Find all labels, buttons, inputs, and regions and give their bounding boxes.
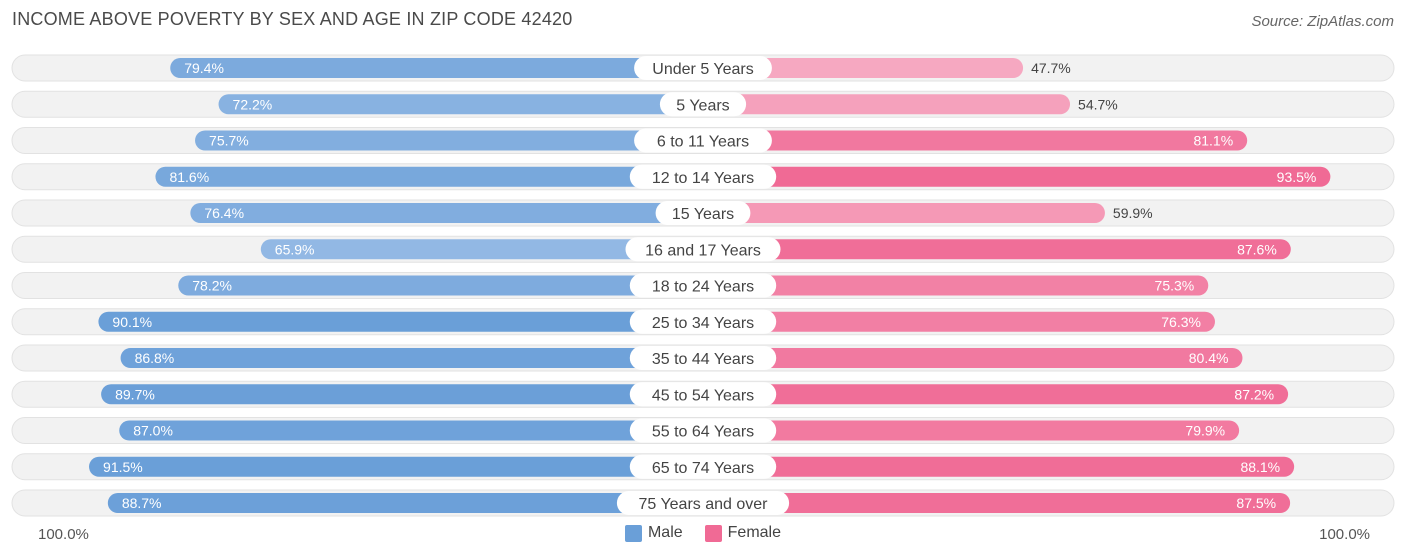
legend-item-male: Male	[624, 524, 683, 542]
category-label: 16 and 17 Years	[645, 242, 761, 259]
legend-swatch-female	[704, 524, 722, 542]
legend-item-female: Female	[704, 524, 782, 542]
category-label: 75 Years and over	[639, 496, 769, 513]
data-label-female: 76.3%	[1161, 314, 1201, 330]
data-label-female: 93.5%	[1277, 169, 1317, 185]
category-pill	[629, 346, 777, 370]
category-pill	[625, 237, 781, 262]
data-label-male: 65.9%	[275, 241, 315, 257]
data-label-female: 54.7%	[1078, 96, 1118, 112]
chart-title: INCOME ABOVE POVERTY BY SEX AND AGE IN Z…	[12, 9, 573, 29]
bar-female	[703, 348, 1243, 368]
category-label: 55 to 64 Years	[652, 424, 754, 441]
bar-female	[703, 203, 1105, 223]
data-label-female: 81.1%	[1193, 133, 1233, 149]
legend-label-female: Female	[727, 524, 782, 541]
bar-male	[190, 203, 703, 223]
category-label: 45 to 54 Years	[652, 387, 754, 404]
bar-female	[703, 384, 1289, 405]
category-pill	[659, 92, 747, 117]
bar-male	[98, 311, 703, 332]
axis-left-label: 100.0%	[38, 526, 89, 543]
legend-label-male: Male	[647, 524, 683, 541]
data-label-female: 80.4%	[1189, 350, 1229, 366]
bar-female	[703, 456, 1295, 477]
data-label-male: 86.8%	[135, 350, 175, 366]
bar-male	[89, 456, 703, 477]
category-label: 6 to 11 Years	[657, 134, 749, 151]
category-label: 15 Years	[672, 206, 734, 223]
bar-female	[703, 166, 1331, 187]
data-label-male: 88.7%	[122, 495, 162, 511]
category-pill	[629, 273, 777, 298]
category-label: Under 5 Years	[652, 61, 753, 78]
bar-female	[703, 420, 1240, 441]
bar-male	[101, 384, 704, 405]
bar-female	[703, 493, 1291, 513]
data-label-male: 78.2%	[192, 278, 232, 294]
bar-male	[155, 166, 704, 187]
category-pill	[634, 56, 772, 80]
category-pill	[629, 309, 777, 334]
category-label: 5 Years	[676, 97, 729, 114]
data-label-male: 76.4%	[204, 205, 244, 221]
bar-male	[195, 130, 704, 151]
data-label-female: 87.6%	[1237, 241, 1277, 257]
bar-female	[703, 275, 1209, 296]
axis-right-label: 100.0%	[1319, 526, 1370, 543]
bar-female	[703, 311, 1215, 332]
data-label-male: 91.5%	[103, 459, 143, 475]
data-label-male: 87.0%	[133, 423, 173, 439]
bar-male	[107, 493, 703, 513]
legend-swatch-male	[624, 524, 642, 542]
data-label-female: 87.2%	[1234, 386, 1274, 402]
category-label: 18 to 24 Years	[652, 279, 754, 296]
data-label-female: 59.9%	[1113, 205, 1153, 221]
category-pill	[629, 418, 777, 443]
source-label: Source: ZipAtlas.com	[1251, 13, 1394, 30]
bar-female	[703, 94, 1071, 115]
category-label: 25 to 34 Years	[652, 315, 754, 332]
category-pill	[634, 128, 772, 153]
data-label-male: 81.6%	[169, 169, 209, 185]
category-pill	[629, 454, 777, 479]
data-label-male: 72.2%	[233, 96, 273, 112]
data-label-female: 75.3%	[1155, 278, 1195, 294]
bar-male	[178, 275, 703, 296]
data-label-male: 90.1%	[112, 314, 152, 330]
legend: Male Female	[0, 524, 1406, 542]
data-label-female: 79.9%	[1185, 423, 1225, 439]
category-label: 35 to 44 Years	[652, 351, 754, 368]
category-pill	[655, 201, 751, 225]
bar-female	[703, 130, 1248, 151]
data-label-female: 88.1%	[1240, 459, 1280, 475]
category-pill	[629, 164, 777, 189]
bar-male	[119, 420, 704, 441]
data-label-male: 79.4%	[184, 60, 224, 76]
bar-male	[170, 58, 703, 78]
bar-female	[703, 239, 1291, 260]
category-pill	[616, 491, 790, 515]
bar-male	[218, 94, 703, 115]
data-label-female: 47.7%	[1031, 60, 1071, 76]
category-pill	[629, 382, 777, 407]
bar-female	[703, 58, 1024, 78]
data-label-male: 75.7%	[209, 133, 249, 149]
bar-male	[260, 239, 703, 260]
data-label-male: 89.7%	[115, 386, 155, 402]
category-label: 65 to 74 Years	[652, 460, 754, 477]
bar-male	[120, 348, 703, 368]
category-label: 12 to 14 Years	[652, 170, 754, 187]
data-label-female: 87.5%	[1236, 495, 1276, 511]
